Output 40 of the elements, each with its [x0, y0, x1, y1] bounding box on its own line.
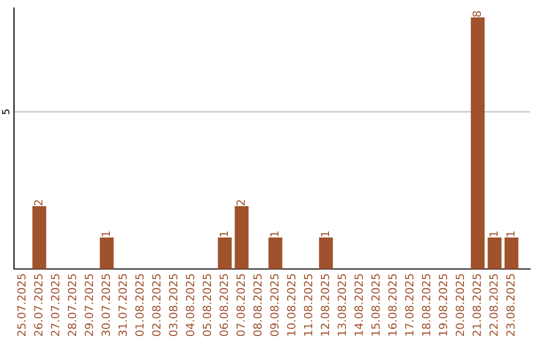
- data-label: 1: [490, 232, 498, 236]
- x-tick-label: 01.08.2025: [135, 274, 144, 336]
- x-tick-label: 06.08.2025: [220, 274, 228, 336]
- x-tick-label: 03.08.2025: [169, 274, 178, 336]
- x-tick-label: 10.08.2025: [287, 274, 296, 336]
- x-tick-label: 09.08.2025: [270, 274, 279, 336]
- x-tick-label: 16.08.2025: [388, 274, 397, 336]
- x-tick-label: 28.07.2025: [68, 274, 76, 336]
- x-tick-label: 31.07.2025: [118, 274, 127, 336]
- y-tick-label: 5: [2, 110, 10, 114]
- x-tick-label: 02.08.2025: [152, 274, 161, 336]
- x-tick-label: 25.07.2025: [17, 274, 26, 336]
- x-tick-label: 11.08.2025: [304, 274, 312, 336]
- x-tick-label: 30.07.2025: [102, 274, 110, 336]
- x-tick-label: 04.08.2025: [186, 274, 194, 336]
- data-label: 1: [102, 232, 110, 236]
- x-tick-label: 13.08.2025: [338, 274, 346, 336]
- data-label: 2: [34, 200, 42, 206]
- data-label: 2: [236, 200, 245, 206]
- x-tick-label: 27.07.2025: [50, 274, 60, 336]
- x-tick-label: 19.08.2025: [438, 274, 448, 336]
- data-label: 1: [320, 232, 330, 236]
- data-label: 8: [472, 11, 481, 17]
- x-tick-label: 23.08.2025: [506, 274, 515, 336]
- x-tick-label: 08.08.2025: [253, 274, 262, 336]
- x-tick-label: 18.08.2025: [422, 274, 430, 336]
- x-tick-label: 14.08.2025: [354, 274, 363, 336]
- data-label: 1: [270, 232, 278, 236]
- x-tick-label: 26.07.2025: [34, 274, 43, 336]
- x-tick-label: 07.08.2025: [236, 274, 245, 336]
- x-tick-label: 20.08.2025: [456, 274, 464, 336]
- x-tick-label: 15.08.2025: [371, 274, 380, 336]
- x-tick-label: 17.08.2025: [405, 274, 414, 336]
- data-label: 1: [220, 232, 228, 236]
- x-tick-label: 05.08.2025: [202, 274, 212, 336]
- data-label: 1: [506, 232, 515, 236]
- x-tick-label: 22.08.2025: [489, 274, 498, 336]
- x-tick-label: 12.08.2025: [320, 274, 330, 336]
- x-tick-label: 29.07.2025: [84, 274, 94, 336]
- x-tick-label: 21.08.2025: [472, 274, 481, 336]
